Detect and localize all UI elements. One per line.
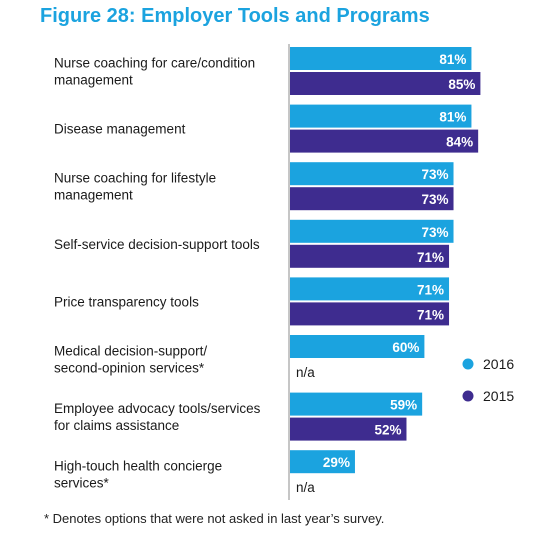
data-label: 71%: [417, 307, 444, 322]
legend-swatch-2015: [462, 390, 474, 402]
bars-layer: 81% 85% 81% 84% 73% 73% 73% 71% 71% 71% 60% n/a 59% 5…: [290, 47, 481, 495]
bar-2015: [290, 72, 481, 95]
category-label-line: Nurse coaching for lifestyle: [54, 171, 216, 186]
data-label: 73%: [421, 192, 448, 207]
bar-2016: [290, 335, 425, 358]
data-label: 52%: [374, 423, 401, 438]
data-label: 84%: [446, 135, 473, 150]
bar-2016: [290, 450, 355, 474]
category-label-line: Medical decision-support/: [54, 344, 207, 359]
data-label: 29%: [323, 455, 350, 470]
legend-label-2015: 2015: [483, 388, 514, 404]
legend-label-2016: 2016: [483, 356, 514, 372]
category-label: Nurse coaching for lifestyle management: [54, 171, 216, 203]
data-label: 73%: [421, 225, 448, 240]
data-label: 81%: [439, 110, 466, 125]
category-label: Medical decision-support/second-opinion …: [54, 344, 207, 376]
bar-2016: [290, 277, 450, 301]
bar-2015: [290, 244, 450, 268]
category-label-line: services*: [54, 476, 110, 491]
bar-2016: [290, 219, 454, 243]
data-label: 59%: [390, 398, 417, 413]
legend: 2016 2015: [462, 356, 514, 404]
category-label-line: Nurse coaching for care/condition: [54, 56, 255, 71]
bar-2015: [290, 417, 407, 441]
bar-2015: [290, 129, 479, 153]
data-label: 73%: [421, 167, 448, 182]
footnote: * Denotes options that were not asked in…: [44, 511, 385, 526]
category-label-line: Price transparency tools: [54, 294, 199, 309]
bar-2015: [290, 302, 450, 326]
category-label-line: for claims assistance: [54, 418, 179, 433]
na-label: n/a: [296, 480, 315, 495]
category-label-line: High-touch health concierge: [54, 459, 222, 474]
na-label: n/a: [296, 365, 315, 380]
category-label: Employee advocacy tools/services for clai…: [54, 401, 261, 433]
category-label: High-touch health concierge services*: [54, 459, 222, 491]
category-label-line: management: [54, 73, 133, 88]
category-label-line: Employee advocacy tools/services: [54, 401, 261, 416]
data-label: 81%: [439, 52, 466, 67]
data-label: 85%: [448, 77, 475, 92]
chart-title: Figure 28: Employer Tools and Programs: [40, 5, 430, 27]
legend-swatch-2016: [462, 358, 474, 370]
bar-2015: [290, 187, 454, 211]
data-label: 60%: [392, 340, 419, 355]
data-label: 71%: [417, 282, 444, 297]
category-label: Self-service decision-support tools: [54, 237, 260, 252]
bar-2016: [290, 162, 454, 186]
data-label: 71%: [417, 250, 444, 265]
bar-2016: [290, 47, 472, 70]
category-label-line: Self-service decision-support tools: [54, 237, 260, 252]
category-label-line: second-opinion services*: [54, 361, 205, 376]
category-label: Disease management: [54, 122, 186, 137]
category-label: Price transparency tools: [54, 294, 199, 309]
category-label: Nurse coaching for care/condition managem…: [54, 56, 255, 88]
category-labels: Nurse coaching for care/condition managem…: [54, 56, 261, 491]
bar-2016: [290, 104, 472, 128]
category-label-line: management: [54, 188, 133, 203]
bar-2016: [290, 392, 423, 416]
category-label-line: Disease management: [54, 122, 186, 137]
